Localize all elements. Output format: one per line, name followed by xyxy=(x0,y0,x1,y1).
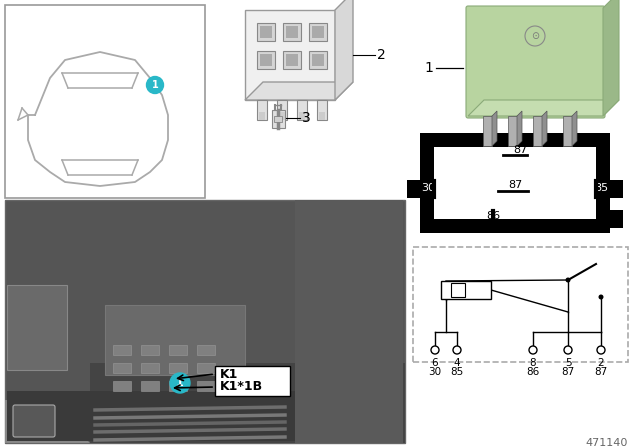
Text: 2: 2 xyxy=(598,358,604,368)
Bar xyxy=(319,112,325,120)
Circle shape xyxy=(529,346,537,354)
Bar xyxy=(197,363,215,373)
Bar xyxy=(260,54,272,66)
Bar xyxy=(451,283,465,297)
Bar xyxy=(141,363,159,373)
Polygon shape xyxy=(335,0,353,100)
Bar xyxy=(563,116,572,146)
Polygon shape xyxy=(603,0,619,116)
Text: 3: 3 xyxy=(302,111,311,125)
Bar xyxy=(286,26,298,38)
Bar xyxy=(141,345,159,355)
Bar xyxy=(277,100,287,120)
Bar xyxy=(413,247,628,362)
Bar xyxy=(317,100,327,120)
Text: 1: 1 xyxy=(176,378,184,388)
Bar xyxy=(7,285,67,370)
Text: 85: 85 xyxy=(594,183,608,193)
Circle shape xyxy=(431,346,439,354)
Bar xyxy=(141,381,159,391)
Bar xyxy=(272,110,285,128)
FancyBboxPatch shape xyxy=(466,6,605,118)
Bar xyxy=(312,26,324,38)
Bar xyxy=(113,363,131,373)
Bar xyxy=(286,54,298,66)
Text: 86: 86 xyxy=(526,367,540,377)
Polygon shape xyxy=(5,400,90,443)
Bar xyxy=(610,180,623,198)
Text: 85: 85 xyxy=(451,367,463,377)
Polygon shape xyxy=(572,111,577,146)
Polygon shape xyxy=(468,100,619,116)
Bar xyxy=(5,5,205,198)
Bar xyxy=(283,23,301,41)
Bar xyxy=(169,381,187,391)
Text: 2: 2 xyxy=(377,48,386,62)
Polygon shape xyxy=(542,111,547,146)
Bar xyxy=(113,345,131,355)
Circle shape xyxy=(170,373,190,393)
Bar xyxy=(260,26,272,38)
Circle shape xyxy=(597,346,605,354)
Bar xyxy=(197,345,215,355)
Polygon shape xyxy=(492,111,497,146)
Text: 87: 87 xyxy=(508,180,522,190)
Bar xyxy=(257,23,275,41)
Text: 4: 4 xyxy=(454,358,460,368)
Text: 6: 6 xyxy=(432,358,438,368)
Text: 87: 87 xyxy=(561,367,575,377)
Text: K1*1B: K1*1B xyxy=(220,380,263,393)
Bar xyxy=(169,363,187,373)
Bar xyxy=(274,116,282,122)
Bar xyxy=(245,10,335,100)
Circle shape xyxy=(564,346,572,354)
Bar xyxy=(309,23,327,41)
Bar xyxy=(283,51,301,69)
Text: 471140: 471140 xyxy=(586,438,628,448)
Text: 30: 30 xyxy=(421,183,435,193)
Text: 87: 87 xyxy=(595,367,607,377)
Bar xyxy=(441,281,491,299)
Text: 1: 1 xyxy=(424,61,433,75)
Circle shape xyxy=(453,346,461,354)
Bar xyxy=(113,381,131,391)
Bar xyxy=(215,366,290,396)
Polygon shape xyxy=(245,82,353,100)
FancyBboxPatch shape xyxy=(13,405,55,437)
Text: ⊙: ⊙ xyxy=(531,31,539,41)
Bar xyxy=(197,381,215,391)
Bar xyxy=(295,200,403,443)
Bar xyxy=(259,112,265,120)
Text: 5: 5 xyxy=(564,358,572,368)
Bar xyxy=(312,54,324,66)
Bar xyxy=(483,116,492,146)
Bar xyxy=(299,112,305,120)
Bar xyxy=(533,116,542,146)
Bar xyxy=(279,112,285,120)
Bar xyxy=(309,51,327,69)
Text: K1: K1 xyxy=(220,367,238,380)
Text: 8: 8 xyxy=(530,358,536,368)
Bar xyxy=(257,100,267,120)
Bar xyxy=(434,147,596,219)
Bar xyxy=(407,180,420,198)
Text: 30: 30 xyxy=(428,367,442,377)
Bar xyxy=(508,116,517,146)
Bar xyxy=(5,200,405,443)
Bar xyxy=(257,51,275,69)
Polygon shape xyxy=(517,111,522,146)
Circle shape xyxy=(566,277,570,283)
Circle shape xyxy=(147,77,163,94)
Bar xyxy=(420,133,610,233)
Circle shape xyxy=(598,294,604,300)
Text: 87: 87 xyxy=(513,145,527,155)
Text: 1: 1 xyxy=(152,80,158,90)
Bar xyxy=(7,391,403,441)
Text: 86: 86 xyxy=(486,211,500,221)
Bar xyxy=(105,305,245,375)
Bar xyxy=(297,100,307,120)
Bar xyxy=(610,210,623,228)
Bar xyxy=(169,345,187,355)
Bar xyxy=(90,363,405,443)
